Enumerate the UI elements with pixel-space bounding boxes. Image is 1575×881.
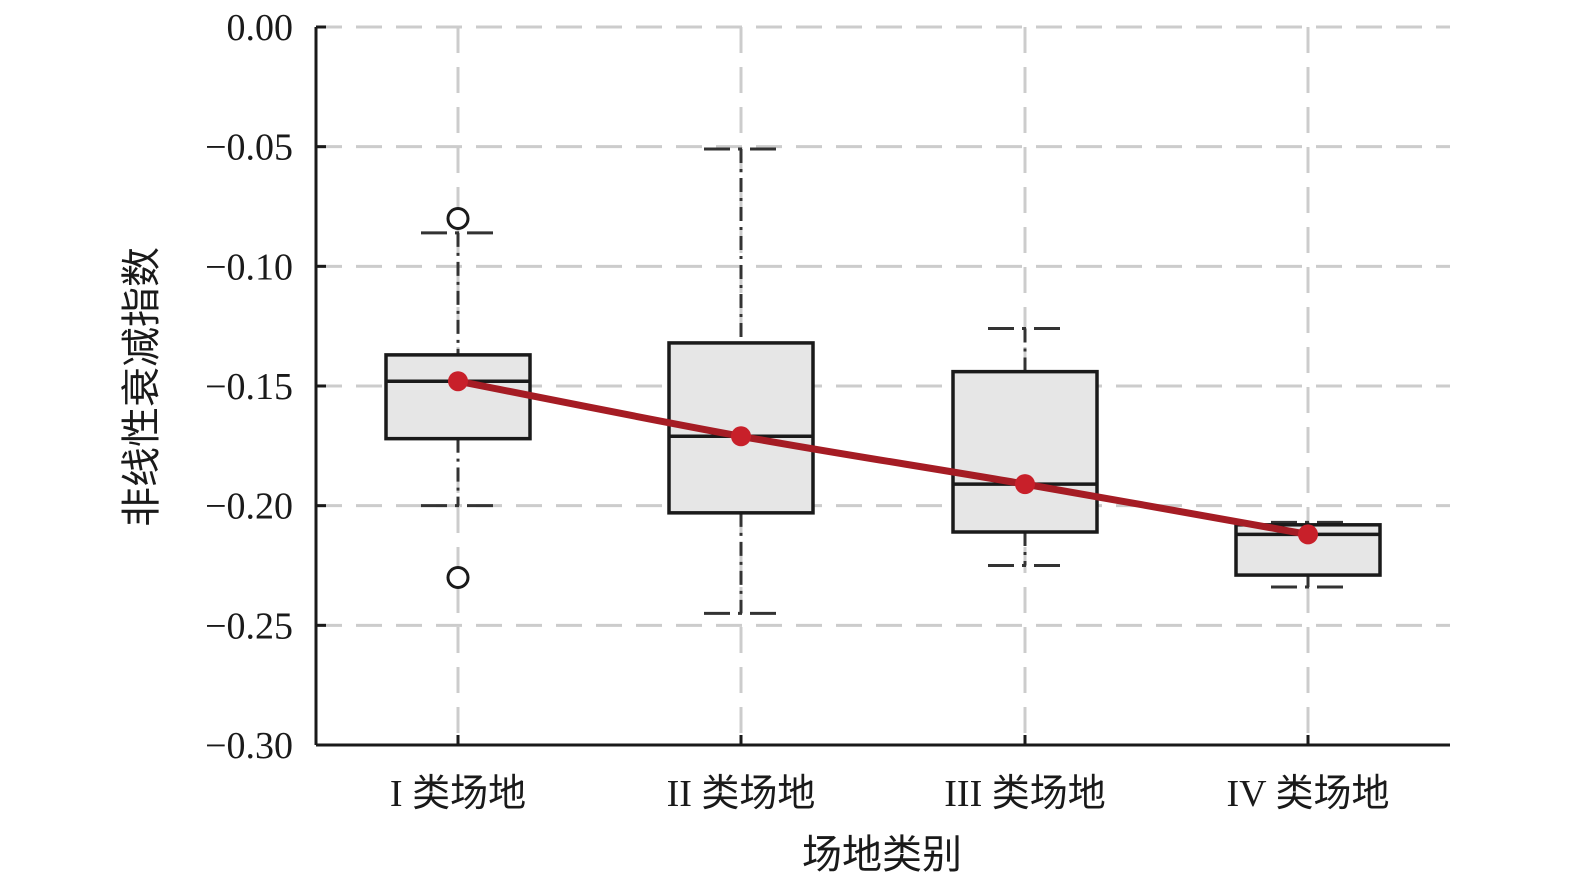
x-tick-label-3: IV 类场地 <box>1227 773 1390 815</box>
grid <box>316 25 1450 745</box>
box-3 <box>951 327 1099 567</box>
tick-labels: 0.00 −0.05 −0.10 −0.15 −0.20 −0.25 −0.30 I 类场地 I… <box>205 7 1389 815</box>
y-tick-label-1: −0.05 <box>205 127 293 169</box>
y-axis-title: 非线性衰减指数 <box>119 247 164 527</box>
outlier-1 <box>446 206 470 230</box>
y-tick-label-4: −0.20 <box>205 486 293 528</box>
x-tick-label-0: I 类场地 <box>390 773 526 815</box>
mean-point-4 <box>1298 524 1318 545</box>
box-1 <box>384 206 532 589</box>
mean-point-2 <box>731 426 751 447</box>
y-tick-label-5: −0.25 <box>205 605 293 647</box>
y-tick-label-3: −0.15 <box>205 366 293 408</box>
mean-series <box>448 371 1318 545</box>
axes <box>314 25 1450 747</box>
outlier-2 <box>446 565 470 589</box>
x-tick-label-2: III 类场地 <box>944 773 1105 815</box>
y-tick-label-2: −0.10 <box>205 246 293 288</box>
x-tick-label-1: II 类场地 <box>667 773 816 815</box>
x-axis-title: 场地类别 <box>802 832 962 877</box>
box-body <box>951 369 1099 534</box>
y-tick-label-0: 0.00 <box>227 7 294 49</box>
y-tick-label-6: −0.30 <box>205 725 293 767</box>
mean-line <box>454 377 1312 538</box>
mean-point-3 <box>1015 474 1035 495</box>
box-2 <box>667 147 815 615</box>
box-body <box>384 353 532 441</box>
mean-point-1 <box>448 371 468 392</box>
box-plots <box>384 147 1382 615</box>
